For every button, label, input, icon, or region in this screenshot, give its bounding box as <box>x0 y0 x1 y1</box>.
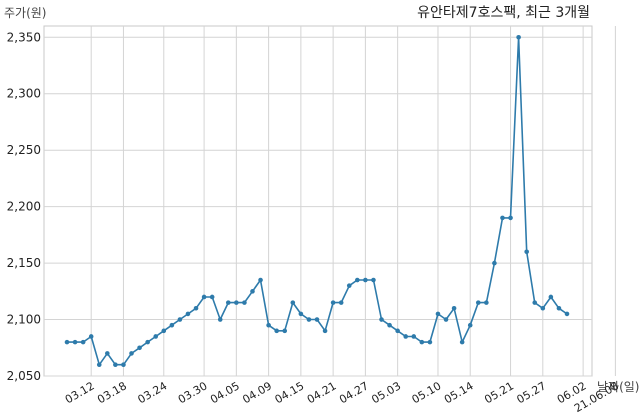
data-point <box>145 339 150 345</box>
data-point <box>532 300 538 305</box>
y-tick-label: 2,350 <box>7 30 41 44</box>
y-axis-ticks: 2,050 2,100 2,150 2,200 2,250 2,300 2,350 <box>7 30 41 383</box>
data-point <box>64 339 70 345</box>
data-point <box>363 277 368 283</box>
grid <box>43 25 616 377</box>
data-point <box>451 305 457 311</box>
data-point <box>234 300 239 305</box>
data-point <box>290 300 296 305</box>
data-point <box>540 305 546 311</box>
data-point <box>435 311 441 317</box>
x-tick-label: 05.21 <box>482 379 516 406</box>
chart-title: 유안타제7호스팩, 최근 3개월 <box>417 5 590 21</box>
data-point <box>298 311 304 317</box>
y-tick-label: 2,150 <box>7 256 41 270</box>
price-series <box>64 34 570 368</box>
data-point <box>500 215 505 221</box>
data-point <box>306 317 312 322</box>
data-point <box>161 328 167 334</box>
data-point <box>282 328 288 334</box>
data-point <box>548 294 554 300</box>
series-line <box>67 36 568 366</box>
data-point <box>193 305 199 311</box>
data-point <box>250 289 255 294</box>
data-point <box>467 322 473 328</box>
y-tick-label: 2,250 <box>7 143 41 157</box>
y-axis-label: 주가(원) <box>4 6 46 20</box>
data-point <box>346 283 352 288</box>
data-point <box>266 322 271 328</box>
x-tick-label: 04.15 <box>273 379 307 406</box>
data-point <box>508 215 513 221</box>
data-point <box>217 317 223 322</box>
data-point <box>403 334 409 339</box>
data-point <box>484 300 489 305</box>
data-point <box>105 351 110 356</box>
x-tick-label: 03.30 <box>176 379 210 406</box>
data-point <box>443 317 449 322</box>
data-point <box>475 300 481 305</box>
data-point <box>225 300 231 305</box>
x-tick-label: 05.03 <box>369 379 403 406</box>
x-tick-label: 04.21 <box>305 379 339 406</box>
data-point <box>355 277 360 283</box>
plot-frame <box>43 25 593 377</box>
data-point <box>96 362 102 368</box>
data-point <box>427 339 433 345</box>
data-point <box>72 339 78 345</box>
y-tick-label: 2,050 <box>7 369 41 383</box>
x-tick-label: 05.27 <box>515 379 549 406</box>
data-point <box>113 362 118 368</box>
y-tick-label: 2,200 <box>7 200 41 214</box>
data-point <box>80 339 86 345</box>
data-point <box>258 277 263 283</box>
y-tick-label: 2,300 <box>7 87 41 101</box>
data-point <box>371 277 376 283</box>
data-point <box>201 294 207 300</box>
x-tick-label: 04.05 <box>208 379 242 406</box>
data-point <box>387 322 392 328</box>
data-point <box>169 322 175 328</box>
data-point <box>338 300 344 305</box>
data-point <box>153 334 159 339</box>
x-tick-label: 03.18 <box>95 379 129 406</box>
data-point <box>129 351 134 356</box>
data-point <box>88 334 94 339</box>
x-tick-label: 05.10 <box>410 379 444 406</box>
data-point <box>419 339 425 345</box>
data-point <box>177 317 183 322</box>
data-point <box>137 345 142 351</box>
x-axis-label: 날짜(일) <box>597 380 639 394</box>
x-tick-label: 04.27 <box>337 379 371 406</box>
y-tick-label: 2,100 <box>7 313 41 327</box>
x-tick-label: 03.24 <box>135 379 169 406</box>
x-tick-label: 03.12 <box>63 379 97 406</box>
x-tick-label: 04.09 <box>240 379 274 406</box>
data-point <box>274 328 279 334</box>
data-point <box>516 34 521 40</box>
data-point <box>322 328 328 334</box>
data-point <box>411 334 417 339</box>
x-tick-label: 05.14 <box>442 379 476 406</box>
data-point <box>330 300 336 305</box>
data-point <box>556 305 562 311</box>
data-point <box>209 294 215 300</box>
data-point <box>314 317 320 322</box>
data-point <box>185 311 191 317</box>
data-point <box>492 260 497 266</box>
data-point <box>564 311 570 317</box>
data-point <box>524 249 529 255</box>
data-point <box>395 328 400 334</box>
data-point <box>459 339 465 345</box>
data-point <box>121 362 126 368</box>
data-point <box>379 317 384 322</box>
data-point <box>242 300 247 305</box>
